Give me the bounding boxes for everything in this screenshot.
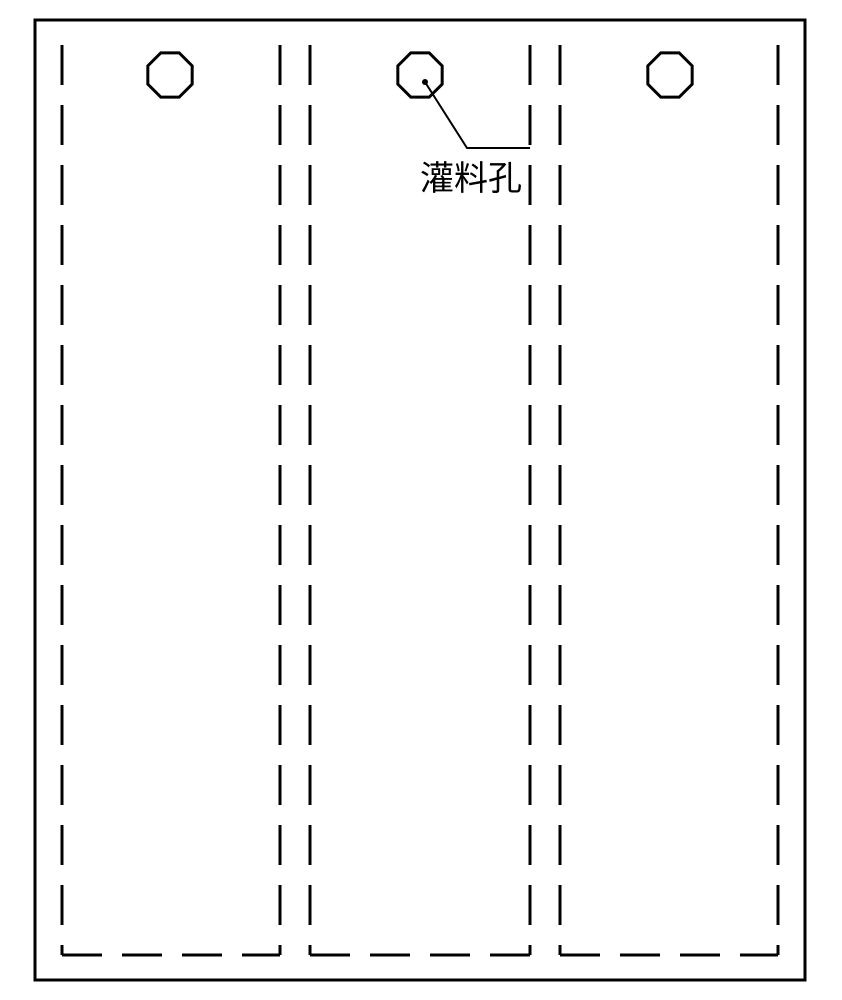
filling-hole (648, 53, 692, 97)
filling-hole (148, 53, 192, 97)
filling-hole (398, 53, 442, 97)
callout: 灌料孔 (420, 79, 530, 198)
callout-label: 灌料孔 (420, 160, 522, 198)
technical-diagram: 灌料孔 (0, 0, 842, 1000)
filling-holes (148, 53, 692, 97)
